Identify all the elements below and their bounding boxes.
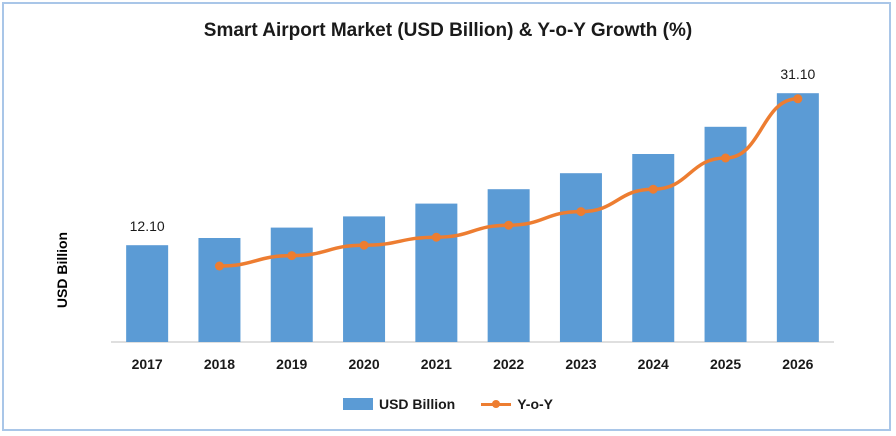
yoy-point-2023 <box>576 207 586 217</box>
bar-2018 <box>198 238 241 342</box>
yoy-point-2020 <box>359 240 369 250</box>
x-tick-label: 2020 <box>348 356 379 372</box>
bar-2017 <box>126 245 169 342</box>
chart-title: Smart Airport Market (USD Billion) & Y-o… <box>203 20 693 41</box>
yoy-point-2025 <box>721 153 731 163</box>
legend-label-bars: USD Billion <box>378 396 456 412</box>
yoy-point-2024 <box>648 184 658 194</box>
x-tick-label: 2026 <box>782 356 813 372</box>
data-label-2026: 31.10 <box>780 66 815 82</box>
legend: USD Billion Y-o-Y <box>0 396 896 412</box>
bar-2024 <box>632 154 675 342</box>
yoy-point-2018 <box>214 261 224 271</box>
x-tick-label: 2024 <box>638 356 669 372</box>
bar-2023 <box>559 173 602 342</box>
x-tick-label: 2022 <box>493 356 524 372</box>
yoy-point-2021 <box>431 232 441 242</box>
x-tick-label: 2017 <box>132 356 163 372</box>
x-tick-label: 2019 <box>276 356 307 372</box>
bar-2026 <box>776 93 819 342</box>
legend-bar-swatch <box>342 398 373 410</box>
yoy-point-2026 <box>793 94 803 104</box>
x-tick-label: 2018 <box>204 356 235 372</box>
bar-2020 <box>343 216 386 342</box>
yoy-point-2022 <box>504 220 514 230</box>
legend-item-bars: USD Billion <box>342 396 456 412</box>
legend-label-line: Y-o-Y <box>517 396 553 412</box>
x-tick-label: 2023 <box>565 356 596 372</box>
x-tick-label: 2021 <box>421 356 452 372</box>
bar-2022 <box>487 189 530 342</box>
data-label-2017: 12.10 <box>130 218 165 234</box>
yoy-line <box>219 97 798 268</box>
bar-2021 <box>415 203 458 342</box>
bar-2019 <box>270 227 313 342</box>
legend-line-swatch <box>481 398 512 410</box>
legend-item-line: Y-o-Y <box>481 396 553 412</box>
x-tick-label: 2025 <box>710 356 741 372</box>
yoy-point-2019 <box>287 251 297 261</box>
bar-2025 <box>704 126 747 342</box>
